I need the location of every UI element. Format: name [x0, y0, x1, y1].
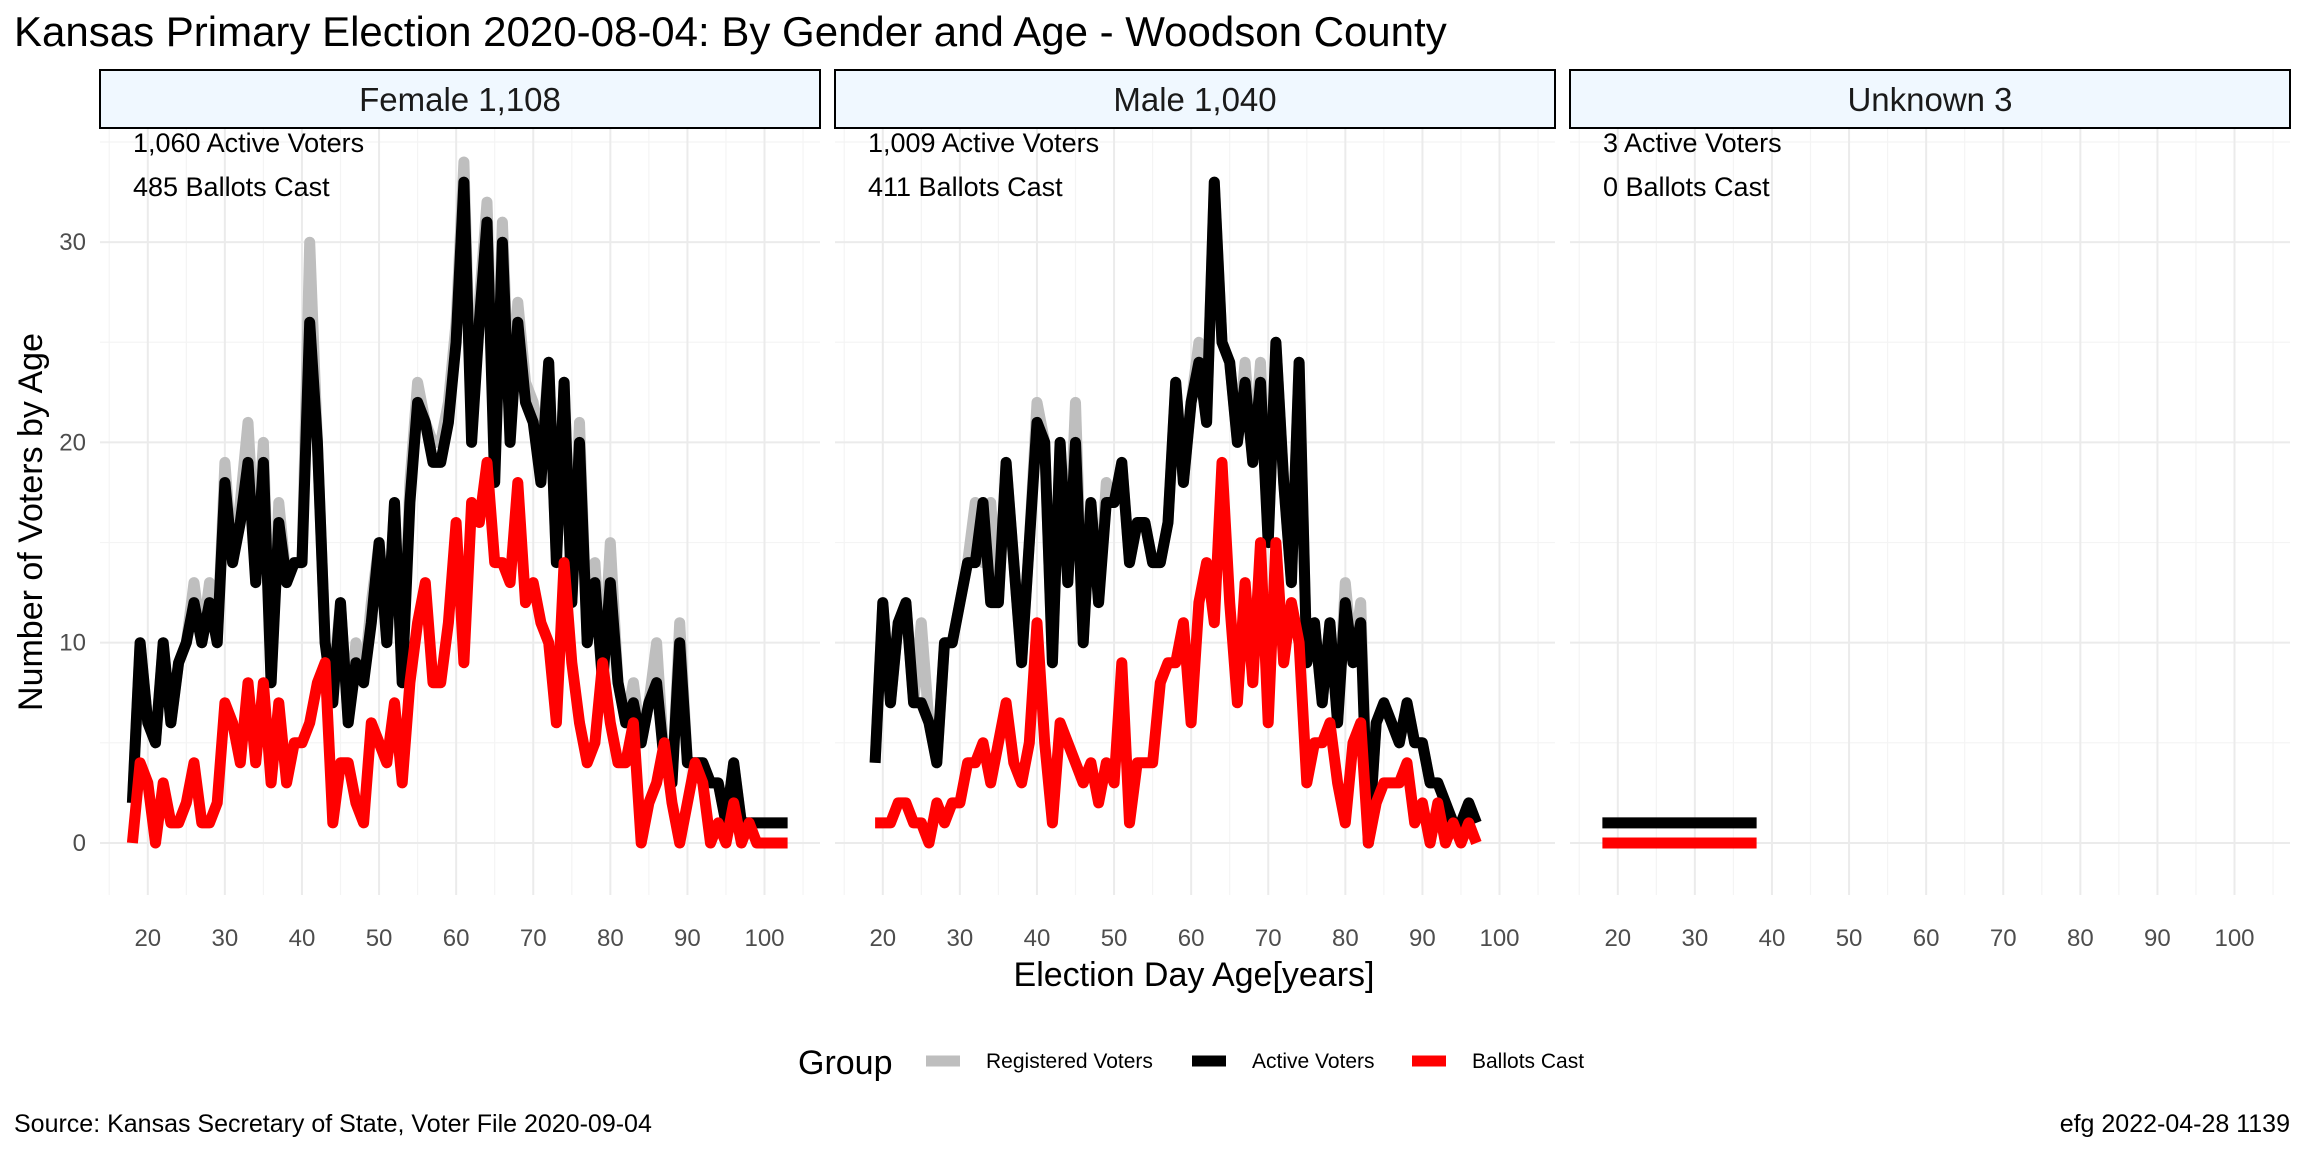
chart-title: Kansas Primary Election 2020-08-04: By G… [14, 8, 1447, 55]
x-tick-label: 70 [520, 925, 547, 952]
x-tick-label: 20 [134, 925, 161, 952]
legend-label: Active Voters [1252, 1050, 1375, 1073]
facet-panel: Male 1,040 20 30 40 50 60 70 80 90 100 1,009 Activ… [834, 69, 1556, 952]
x-tick-label: 20 [1604, 925, 1631, 952]
x-tick-label: 40 [1759, 925, 1786, 952]
legend-label: Ballots Cast [1472, 1050, 1584, 1073]
panel-annotation: 1,009 Active Voters [868, 128, 1099, 158]
series-line [875, 456, 1482, 849]
series-line [869, 176, 1482, 849]
x-tick-label: 50 [366, 925, 393, 952]
x-tick-label: 90 [674, 925, 701, 952]
x-tick-label: 100 [2214, 925, 2254, 952]
x-tick-label: 70 [1255, 925, 1282, 952]
facet-strip-label: Male 1,040 [1113, 81, 1276, 118]
legend-label: Registered Voters [986, 1050, 1153, 1073]
facet-strip [834, 69, 1556, 129]
x-tick-label: 100 [1479, 925, 1519, 952]
x-tick-label: 90 [1409, 925, 1436, 952]
x-tick-label: 40 [289, 925, 316, 952]
x-tick-label: 30 [212, 925, 239, 952]
caption-stamp: efg 2022-04-28 1139 [2060, 1110, 2290, 1138]
facet-panel: Female 1,108 20 30 40 50 60 70 80 90 100 1,060 Act… [99, 69, 821, 952]
x-tick-label: 80 [1332, 925, 1359, 952]
facet-strip-label: Female 1,108 [359, 81, 561, 118]
legend: Group Registered Voters Active Voters Ballo… [798, 1044, 1584, 1082]
y-tick-label: 0 [73, 830, 86, 857]
panel-annotation: 1,060 Active Voters [133, 128, 364, 158]
x-tick-label: 40 [1024, 925, 1051, 952]
y-tick-label: 20 [59, 429, 86, 456]
y-tick-label: 10 [59, 630, 86, 657]
x-tick-label: 30 [1682, 925, 1709, 952]
x-tick-label: 20 [869, 925, 896, 952]
x-tick-label: 60 [443, 925, 470, 952]
x-tick-label: 60 [1178, 925, 1205, 952]
panel-annotation: 411 Ballots Cast [868, 172, 1063, 202]
series-line [126, 176, 788, 829]
x-tick-label: 50 [1101, 925, 1128, 952]
panel-annotation: 0 Ballots Cast [1603, 172, 1770, 202]
x-tick-label: 60 [1913, 925, 1940, 952]
x-tick-label: 90 [2144, 925, 2171, 952]
x-axis-title: Election Day Age[years] [1014, 956, 1375, 994]
series-line [126, 456, 788, 849]
facet-strip [1569, 69, 2291, 129]
series-line [869, 176, 1482, 849]
x-tick-label: 80 [2067, 925, 2094, 952]
facet-strip-label: Unknown 3 [1847, 81, 2012, 118]
x-tick-label: 30 [947, 925, 974, 952]
facet-strip [99, 69, 821, 129]
x-tick-label: 50 [1836, 925, 1863, 952]
panel-annotation: 3 Active Voters [1603, 128, 1782, 158]
x-tick-label: 100 [744, 925, 784, 952]
caption-source: Source: Kansas Secretary of State, Voter… [14, 1110, 652, 1138]
facet-panel: Unknown 3 20 30 40 50 60 70 80 90 100 3 Active Vot… [1569, 69, 2291, 952]
x-tick-label: 80 [597, 925, 624, 952]
x-tick-label: 70 [1990, 925, 2017, 952]
y-tick-label: 30 [59, 229, 86, 256]
panel-annotation: 485 Ballots Cast [133, 172, 330, 202]
legend-title: Group [798, 1044, 893, 1082]
y-axis-title: Number of Voters by Age [12, 333, 50, 711]
